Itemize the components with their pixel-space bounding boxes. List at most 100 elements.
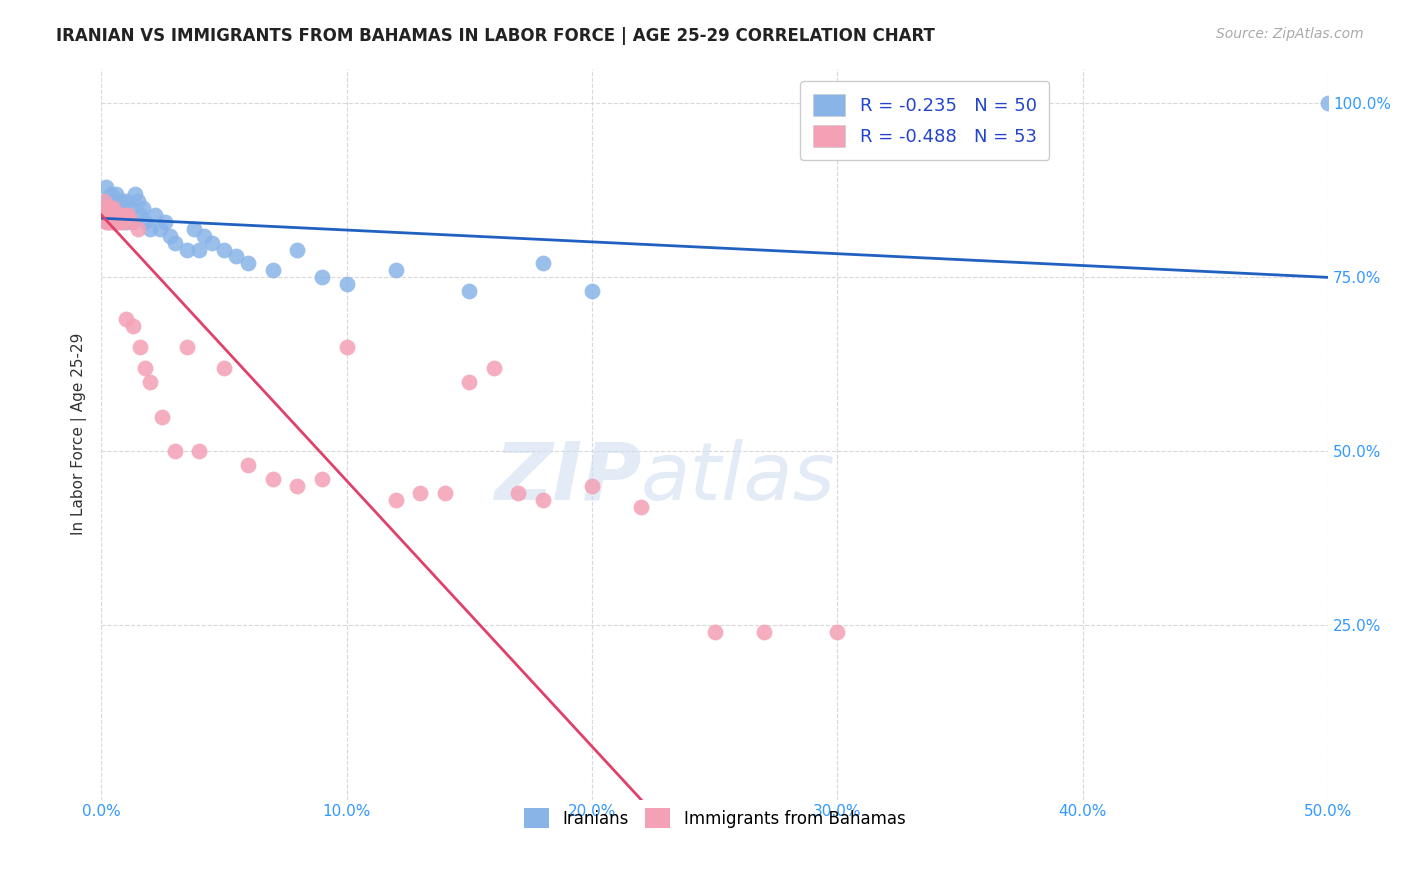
Point [176,340,198,354]
Point [311,270,333,285]
Point [94,194,117,208]
Y-axis label: In Labor Force | Age 25-29: In Labor Force | Age 25-29 [72,333,87,535]
Text: IRANIAN VS IMMIGRANTS FROM BAHAMAS IN LABOR FORCE | AGE 25-29 CORRELATION CHART: IRANIAN VS IMMIGRANTS FROM BAHAMAS IN LA… [56,27,935,45]
Point [581,285,603,299]
Point [107,215,129,229]
Point [120,215,142,229]
Point [97,208,120,222]
Point [335,340,357,354]
Point [104,201,127,215]
Point [1317,96,1340,111]
Point [114,194,136,208]
Point [122,319,145,334]
Point [152,409,174,424]
Point [100,215,122,229]
Point [107,208,129,222]
Point [200,235,222,250]
Point [100,208,122,222]
Point [117,208,139,222]
Point [122,215,145,229]
Point [93,208,115,222]
Point [384,493,406,508]
Point [531,493,554,508]
Point [143,208,166,222]
Point [114,215,136,229]
Point [127,194,149,208]
Point [97,215,120,229]
Point [100,201,122,215]
Point [176,243,198,257]
Point [188,243,211,257]
Point [287,243,309,257]
Point [238,458,260,473]
Point [97,215,120,229]
Point [110,194,132,208]
Point [107,194,129,208]
Point [262,263,284,277]
Point [104,215,127,229]
Point [153,215,176,229]
Point [107,208,129,222]
Point [94,215,117,229]
Point [311,472,333,486]
Point [139,221,162,235]
Text: atlas: atlas [641,439,835,516]
Point [134,360,156,375]
Point [103,208,125,222]
Point [104,186,127,201]
Point [262,472,284,486]
Point [409,486,432,500]
Point [149,221,172,235]
Point [183,221,205,235]
Point [508,486,530,500]
Point [97,201,120,215]
Point [630,500,652,515]
Point [93,208,115,222]
Point [94,179,117,194]
Point [124,186,146,201]
Point [827,625,849,640]
Point [752,625,775,640]
Point [120,201,142,215]
Point [212,360,235,375]
Text: ZIP: ZIP [494,439,641,516]
Point [163,444,186,458]
Point [94,208,117,222]
Point [93,194,115,208]
Point [94,201,117,215]
Point [458,285,481,299]
Point [129,208,152,222]
Point [163,235,186,250]
Point [287,479,309,493]
Point [581,479,603,493]
Point [100,186,122,201]
Point [114,312,136,326]
Point [103,201,125,215]
Point [112,201,135,215]
Point [212,243,235,257]
Point [159,228,181,243]
Point [531,256,554,270]
Point [132,201,155,215]
Point [100,201,122,215]
Point [112,215,135,229]
Point [129,340,152,354]
Point [335,277,357,292]
Point [458,375,481,389]
Point [238,256,260,270]
Point [134,215,156,229]
Point [110,208,132,222]
Point [127,221,149,235]
Text: Source: ZipAtlas.com: Source: ZipAtlas.com [1216,27,1364,41]
Point [139,375,162,389]
Point [103,208,125,222]
Point [110,215,132,229]
Point [103,194,125,208]
Point [188,444,211,458]
Point [97,194,120,208]
Point [703,625,725,640]
Point [103,215,125,229]
Point [97,208,120,222]
Point [193,228,215,243]
Point [225,250,247,264]
